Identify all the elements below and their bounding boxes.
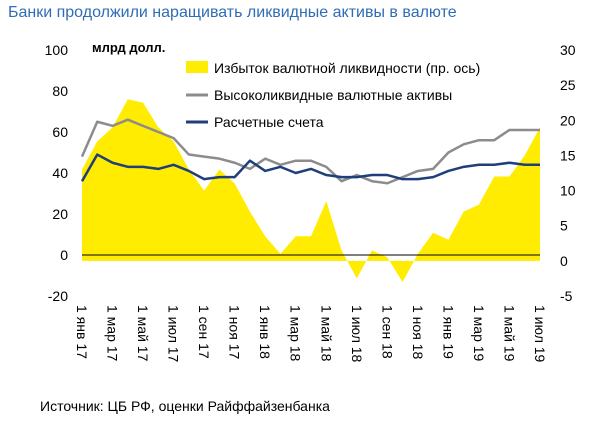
- x-tick-label: 1 май 19: [501, 305, 517, 362]
- y2-tick-label: 25: [560, 77, 576, 93]
- y-tick-label: 0: [60, 247, 68, 263]
- x-tick-label: 1 июл 18: [349, 305, 365, 363]
- x-tick-label: 1 май 18: [318, 305, 334, 362]
- x-tick-label: 1 мар 19: [471, 305, 487, 362]
- legend-entry: Избыток валютной ликвидности (пр. ось): [214, 60, 480, 76]
- x-tick-label: 1 сен 17: [196, 305, 212, 359]
- source-note: Источник: ЦБ РФ, оценки Райффайзенбанка: [40, 398, 330, 414]
- x-tick-label: 1 ноя 18: [410, 305, 426, 359]
- y-tick-label: 20: [52, 206, 68, 222]
- y2-tick-label: 0: [560, 253, 568, 269]
- line-settlement-accounts: [80, 153, 540, 182]
- x-tick-label: 1 янв 19: [440, 305, 456, 359]
- y2-tick-label: -5: [560, 288, 573, 304]
- y2-tick-label: 15: [560, 147, 576, 163]
- x-tick-label: 1 июл 19: [532, 305, 548, 363]
- x-tick-label: 1 май 17: [135, 305, 151, 362]
- area-excess-liquidity: [82, 99, 540, 282]
- y-tick-label: 100: [45, 42, 69, 58]
- y2-tick-label: 20: [560, 112, 576, 128]
- x-tick-label: 1 янв 18: [257, 305, 273, 359]
- x-tick-label: 1 янв 17: [74, 305, 90, 359]
- y2-tick-label: 5: [560, 218, 568, 234]
- x-tick-label: 1 июл 17: [166, 305, 182, 363]
- x-tick-label: 1 мар 18: [288, 305, 304, 362]
- y-tick-label: -20: [48, 288, 68, 304]
- y2-tick-label: 30: [560, 42, 576, 58]
- x-tick-label: 1 сен 18: [379, 305, 395, 359]
- chart-title: Банки продолжили наращивать ликвидные ак…: [8, 4, 457, 21]
- y-tick-label: 60: [52, 124, 68, 140]
- x-tick-label: 1 мар 17: [105, 305, 121, 362]
- legend-entry: Расчетные счета: [214, 114, 324, 130]
- x-tick-label: 1 ноя 17: [227, 305, 243, 359]
- y2-tick-label: 10: [560, 183, 576, 199]
- y-unit-label: млрд долл.: [92, 40, 165, 55]
- y-tick-label: 40: [52, 165, 68, 181]
- line-liquid-assets: [80, 118, 540, 185]
- legend-swatch-area: [186, 61, 208, 73]
- y-tick-label: 80: [52, 83, 68, 99]
- legend-entry: Высоколиквидные валютные активы: [214, 87, 452, 103]
